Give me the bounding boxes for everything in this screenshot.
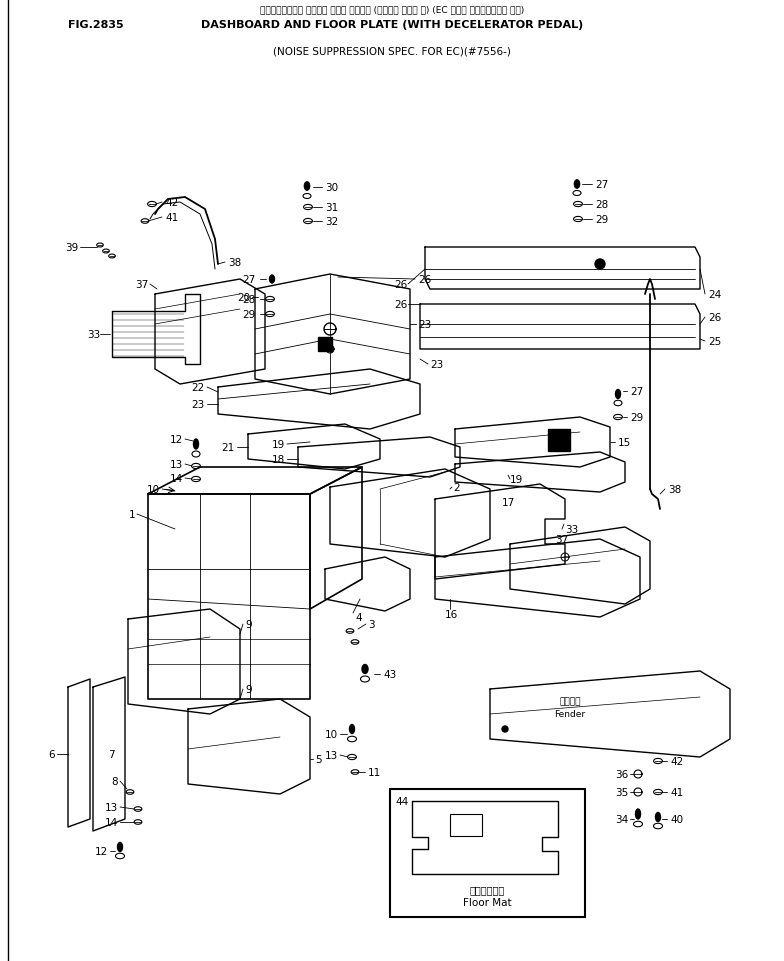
Text: 27: 27 [630, 386, 643, 397]
Text: 2: 2 [453, 482, 459, 492]
Text: 22: 22 [192, 382, 205, 393]
Ellipse shape [194, 439, 198, 450]
Ellipse shape [270, 276, 274, 283]
Text: 20: 20 [237, 293, 250, 303]
Text: (NOISE SUPPRESSION SPEC. FOR EC)(#7556-): (NOISE SUPPRESSION SPEC. FOR EC)(#7556-) [273, 46, 511, 56]
Text: 26: 26 [395, 300, 408, 309]
Text: 36: 36 [615, 769, 628, 779]
Text: Fender: Fender [554, 710, 586, 719]
Text: 35: 35 [615, 787, 628, 798]
Text: 7: 7 [108, 750, 114, 759]
Ellipse shape [118, 843, 122, 851]
Text: 28: 28 [595, 200, 608, 209]
Text: 17: 17 [502, 498, 514, 507]
Text: 12: 12 [95, 846, 108, 856]
Text: 19: 19 [510, 475, 523, 484]
Text: 9: 9 [245, 619, 252, 629]
Text: Floor Mat: Floor Mat [463, 897, 511, 907]
Text: 10: 10 [147, 484, 160, 495]
Text: 14: 14 [170, 474, 183, 483]
Text: 29: 29 [630, 412, 643, 423]
Text: 26: 26 [395, 280, 408, 289]
Text: 12: 12 [170, 434, 183, 445]
Text: 32: 32 [325, 217, 338, 227]
Text: 42: 42 [165, 198, 178, 208]
Text: 29: 29 [595, 214, 608, 225]
Bar [548, 430, 570, 452]
Text: 13: 13 [325, 751, 338, 760]
Ellipse shape [615, 390, 620, 399]
Text: 6: 6 [49, 750, 55, 759]
Text: 13: 13 [105, 802, 118, 812]
Ellipse shape [350, 725, 354, 734]
Text: 26: 26 [418, 275, 431, 284]
Ellipse shape [636, 809, 641, 819]
Text: 23: 23 [430, 359, 443, 370]
Circle shape [595, 259, 605, 270]
Text: 19: 19 [272, 439, 285, 450]
Text: 9: 9 [245, 684, 252, 694]
Text: 8: 8 [111, 776, 118, 786]
Text: DASHBOARD AND FLOOR PLATE (WITH DECELERATOR PEDAL): DASHBOARD AND FLOOR PLATE (WITH DECELERA… [201, 20, 583, 30]
Text: 41: 41 [165, 212, 178, 223]
Bar [450, 814, 482, 836]
Text: 40: 40 [670, 814, 683, 825]
Text: 34: 34 [615, 814, 628, 825]
Text: ダッシュボード・ オヨビ・ フロア プレート (デクセル ペダル 付) (EC ノイズ サプレッション 仕様): ダッシュボード・ オヨビ・ フロア プレート (デクセル ペダル 付) (EC … [260, 5, 524, 14]
Text: 18: 18 [272, 455, 285, 464]
Text: 37: 37 [135, 280, 148, 289]
Text: 1: 1 [129, 509, 135, 520]
Text: 27: 27 [243, 275, 256, 284]
Ellipse shape [655, 813, 660, 822]
Text: 37: 37 [555, 534, 568, 545]
Text: 31: 31 [325, 203, 338, 212]
Text: 38: 38 [228, 258, 241, 268]
Text: 13: 13 [170, 459, 183, 470]
Ellipse shape [362, 665, 368, 674]
Text: 44: 44 [395, 796, 408, 806]
Text: 16: 16 [445, 609, 459, 619]
Text: フェンダ: フェンダ [559, 697, 581, 705]
Text: 24: 24 [708, 289, 721, 300]
Text: 11: 11 [368, 767, 381, 777]
Circle shape [502, 727, 508, 732]
Text: FIG.2835: FIG.2835 [68, 20, 124, 30]
Bar [390, 789, 585, 917]
Text: 33: 33 [565, 525, 579, 534]
Text: 27: 27 [595, 180, 608, 190]
Text: フロアマット: フロアマット [470, 884, 505, 894]
Text: 41: 41 [670, 787, 683, 798]
Text: 28: 28 [243, 295, 256, 305]
Bar [318, 337, 332, 352]
Text: 39: 39 [65, 243, 78, 253]
Text: 33: 33 [87, 330, 100, 339]
Text: 30: 30 [325, 183, 338, 193]
Text: 10: 10 [325, 729, 338, 739]
Text: 26: 26 [708, 312, 721, 323]
Text: 43: 43 [383, 669, 396, 679]
Text: 42: 42 [670, 756, 683, 766]
Text: 3: 3 [368, 619, 375, 629]
Ellipse shape [574, 181, 580, 189]
Text: 23: 23 [192, 400, 205, 409]
Text: 38: 38 [668, 484, 681, 495]
Text: 5: 5 [315, 754, 321, 764]
Text: 25: 25 [708, 336, 721, 347]
Text: 29: 29 [243, 309, 256, 320]
Text: 14: 14 [105, 817, 118, 827]
Ellipse shape [304, 183, 310, 191]
Text: 23: 23 [418, 320, 431, 330]
Text: 21: 21 [222, 442, 235, 453]
Text: 4: 4 [355, 612, 361, 623]
Text: 15: 15 [618, 437, 631, 448]
